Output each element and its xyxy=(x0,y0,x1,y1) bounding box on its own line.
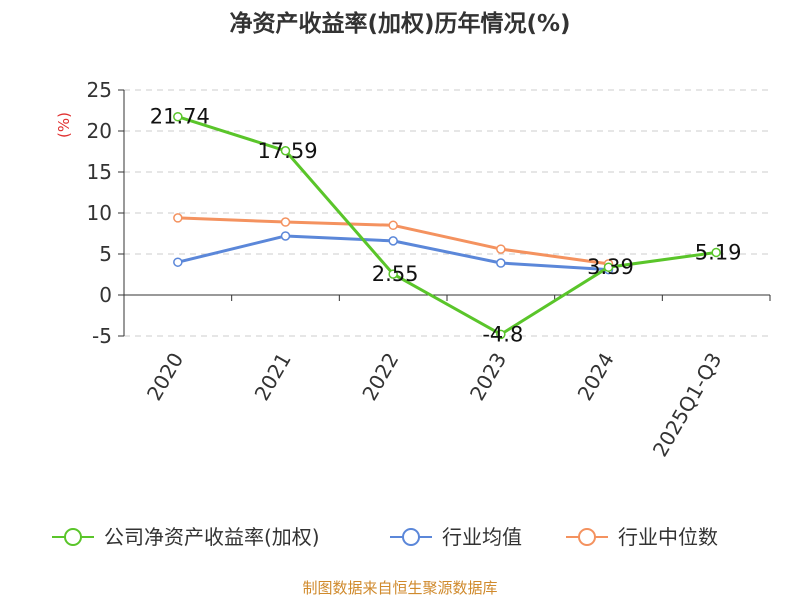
x-tick-labels: 2020 2021 2022 2023 2024 2025Q1-Q3 xyxy=(142,349,727,461)
legend-marker-icon xyxy=(402,528,420,546)
axes xyxy=(118,89,771,337)
gridlines xyxy=(124,89,770,337)
legend-marker-icon xyxy=(64,528,82,546)
series-line xyxy=(177,115,717,336)
data-point xyxy=(496,244,506,254)
x-tick-label: 2024 xyxy=(573,349,619,405)
data-label: 2.55 xyxy=(372,262,419,286)
data-label: 3.39 xyxy=(587,255,634,279)
series xyxy=(173,111,721,340)
data-point xyxy=(388,220,398,231)
x-tick-label: 2022 xyxy=(357,349,403,405)
data-labels: 21.74 17.59 2.55 -4.8 3.39 5.19 xyxy=(150,105,742,347)
data-point xyxy=(173,257,183,267)
x-tick-label: 2025Q1-Q3 xyxy=(648,349,727,461)
data-label: 17.59 xyxy=(257,139,317,163)
y-tick-label: 20 xyxy=(87,119,112,143)
data-label: 21.74 xyxy=(150,105,210,129)
data-point xyxy=(280,146,291,156)
y-axis-unit-label: (%) xyxy=(55,112,73,138)
legend-label: 公司净资产收益率(加权) xyxy=(104,525,320,549)
data-point xyxy=(280,231,291,241)
y-tick-label: 0 xyxy=(99,283,112,307)
legend-label: 行业均值 xyxy=(442,525,522,549)
y-tick-label: 5 xyxy=(99,242,112,266)
x-tick-label: 2023 xyxy=(465,349,511,405)
x-tick-label: 2021 xyxy=(250,349,296,405)
y-tick-labels: -5 0 5 10 15 20 25 xyxy=(87,78,112,348)
data-point xyxy=(496,329,506,340)
y-tick-label: 10 xyxy=(87,201,112,225)
x-tick-label: 2020 xyxy=(142,349,188,405)
data-point xyxy=(496,258,506,268)
data-label: -4.8 xyxy=(482,322,523,346)
data-point xyxy=(280,217,291,227)
data-point xyxy=(173,111,183,122)
data-point xyxy=(388,236,398,246)
legend-item[interactable]: 行业中位数 xyxy=(566,525,718,549)
y-tick-label: -5 xyxy=(92,324,112,348)
legend-label: 行业中位数 xyxy=(618,525,718,549)
source-note: 制图数据来自恒生聚源数据库 xyxy=(302,579,497,597)
data-point xyxy=(388,269,398,279)
y-tick-label: 25 xyxy=(87,78,112,102)
data-point xyxy=(173,213,183,223)
legend-item[interactable]: 行业均值 xyxy=(390,525,522,549)
chart-title: 净资产收益率(加权)历年情况(%) xyxy=(229,10,570,37)
y-tick-label: 15 xyxy=(87,160,112,184)
data-point xyxy=(711,247,721,258)
legend-marker-icon xyxy=(578,528,596,546)
legend: 公司净资产收益率(加权) 行业均值 行业中位数 xyxy=(52,525,718,549)
data-label: 5.19 xyxy=(695,240,742,264)
legend-item[interactable]: 公司净资产收益率(加权) xyxy=(52,525,320,549)
data-point xyxy=(603,262,614,272)
